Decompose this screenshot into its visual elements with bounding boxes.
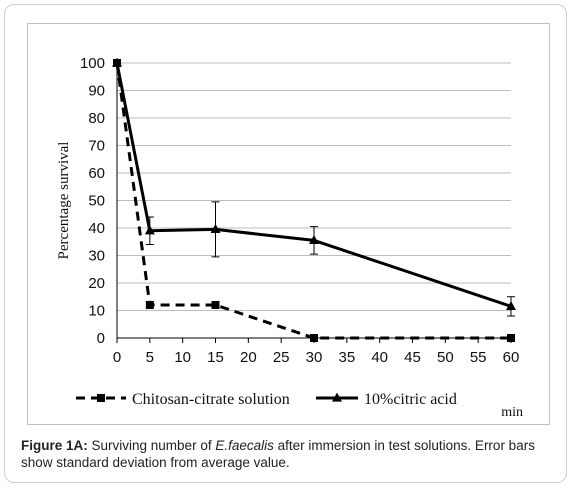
y-tick-label-30: 30 xyxy=(88,248,105,265)
x-tick-label-60: 60 xyxy=(503,349,520,366)
data-point-1-3 xyxy=(309,234,319,244)
y-tick-label-40: 40 xyxy=(88,220,105,237)
caption-label: Figure 1A: xyxy=(21,438,88,453)
x-tick-label-25: 25 xyxy=(273,349,290,366)
data-point-0-4 xyxy=(507,334,515,342)
x-tick-label-45: 45 xyxy=(404,349,421,366)
data-point-0-2 xyxy=(211,301,220,309)
x-tick-label-50: 50 xyxy=(437,349,454,366)
data-point-1-1 xyxy=(144,225,155,235)
y-tick-label-20: 20 xyxy=(88,275,105,292)
caption-text-after: after immersion in test solutions. Error… xyxy=(21,438,535,470)
x-tick-label-15: 15 xyxy=(207,349,224,366)
line-chart: 0 10 20 30 40 50 60 70 80 90 100 0 5 10 15 20 25 30 35 40 45… xyxy=(56,55,523,420)
x-tick-label-30: 30 xyxy=(306,349,323,366)
caption-text-before: Surviving number of xyxy=(87,438,216,453)
y-tick-label-50: 50 xyxy=(88,193,105,210)
legend-swatch-marker-0 xyxy=(97,394,105,402)
x-tick-label-55: 55 xyxy=(470,349,487,366)
caption-species: E.faecalis xyxy=(215,438,274,453)
data-point-1-2 xyxy=(210,223,221,233)
legend-label-1: 10%citric acid xyxy=(364,391,457,408)
y-tick-label-80: 80 xyxy=(88,110,105,127)
y-tick-label-90: 90 xyxy=(88,83,105,100)
data-point-1-4 xyxy=(506,300,516,310)
y-tick-label-70: 70 xyxy=(88,138,105,155)
legend-swatch-marker-1 xyxy=(332,392,342,402)
figure-card: 0 10 20 30 40 50 60 70 80 90 100 0 5 10 15 20 25 30 35 40 45… xyxy=(4,4,567,483)
y-axis-label: Percentage survival xyxy=(56,142,72,260)
x-tick-label-0: 0 xyxy=(113,349,121,366)
y-tick-label-60: 60 xyxy=(88,165,105,182)
x-tick-label-20: 20 xyxy=(240,349,257,366)
series-line-1 xyxy=(115,62,512,308)
figure-caption: Figure 1A: Surviving number of E.faecali… xyxy=(21,437,566,471)
x-tick-label-10: 10 xyxy=(174,349,191,366)
chart-frame: 0 10 20 30 40 50 60 70 80 90 100 0 5 10 15 20 25 30 35 40 45… xyxy=(27,23,550,425)
data-point-0-1 xyxy=(145,301,154,309)
data-point-1-0 xyxy=(112,57,122,67)
x-tick-label-40: 40 xyxy=(371,349,388,366)
data-point-0-3 xyxy=(310,334,318,342)
y-tick-label-0: 0 xyxy=(97,330,105,347)
legend-label-0: Chitosan-citrate solution xyxy=(132,391,290,408)
y-tick-label-100: 100 xyxy=(80,55,105,72)
x-tick-label-5: 5 xyxy=(146,349,154,366)
x-tick-label-35: 35 xyxy=(338,349,355,366)
y-tick-label-10: 10 xyxy=(88,303,105,320)
x-axis-label: min xyxy=(501,405,523,420)
